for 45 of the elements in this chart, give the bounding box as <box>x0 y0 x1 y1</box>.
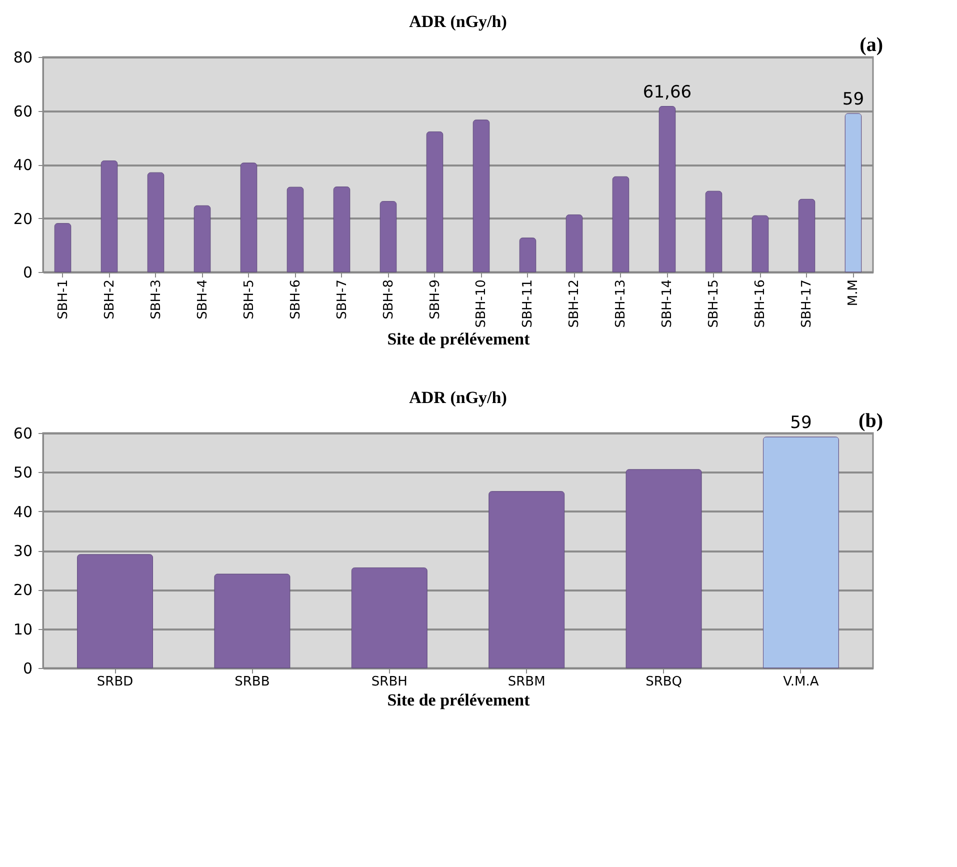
y-tick-label: 20 <box>13 210 32 228</box>
x-tick-label: V.M.A <box>783 674 819 690</box>
x-axis-title: Site de prélévement <box>387 690 530 710</box>
y-tick-label: 40 <box>13 502 32 521</box>
text: (b) <box>858 410 883 432</box>
y-tick-label: 10 <box>13 620 32 638</box>
y-tick-label: 60 <box>13 424 32 442</box>
y-tick-label: 60 <box>13 102 32 120</box>
x-tick-label: SBH-15 <box>706 280 722 328</box>
x-tick-label: SRBQ <box>646 674 682 690</box>
x-tick-label: SBH-8 <box>381 280 396 320</box>
y-tick-label: 50 <box>13 464 32 482</box>
x-tick-label: SBH-7 <box>334 280 350 320</box>
text: (a) <box>860 34 883 56</box>
x-tick-label: SRBM <box>508 674 546 690</box>
y-tick-label: 0 <box>22 660 32 678</box>
y-tick-label: 0 <box>22 264 32 282</box>
x-axis-title: Site de prélévement <box>387 330 530 349</box>
chart-title: ADR (nGy/h) <box>409 12 507 31</box>
x-tick-label: SBH-13 <box>614 280 629 328</box>
x-tick-label: SRBB <box>234 674 270 690</box>
y-tick-label: 80 <box>13 48 32 66</box>
x-tick-label: SRBH <box>371 674 408 690</box>
chart-title: ADR (nGy/h) <box>409 388 507 407</box>
x-tick-label: SBH-17 <box>800 280 815 328</box>
x-tick-label: SBH-14 <box>660 280 676 328</box>
x-tick-label: SBH-3 <box>148 280 164 320</box>
x-tick-label: SBH-16 <box>753 280 768 328</box>
y-tick-label: 20 <box>13 581 32 600</box>
data-label: 61,66 <box>642 82 692 102</box>
y-tick-label: 30 <box>13 542 32 560</box>
x-tick-label: SRBD <box>96 674 134 690</box>
x-tick-label: SBH-10 <box>474 280 490 328</box>
x-tick-label: SBH-11 <box>520 280 536 328</box>
data-label: 59 <box>790 412 812 433</box>
x-tick-label: SBH-12 <box>567 280 582 328</box>
x-tick-label: SBH-9 <box>428 280 443 320</box>
data-label: 59 <box>842 89 864 110</box>
x-tick-label: SBH-6 <box>288 280 304 320</box>
x-tick-label: SBH-1 <box>56 280 71 320</box>
x-tick-label: SBH-4 <box>195 280 210 320</box>
x-tick-label: M.M <box>846 280 862 306</box>
x-tick-label: SBH-2 <box>102 280 118 320</box>
y-tick-label: 40 <box>13 156 32 174</box>
x-tick-label: SBH-5 <box>242 280 257 320</box>
